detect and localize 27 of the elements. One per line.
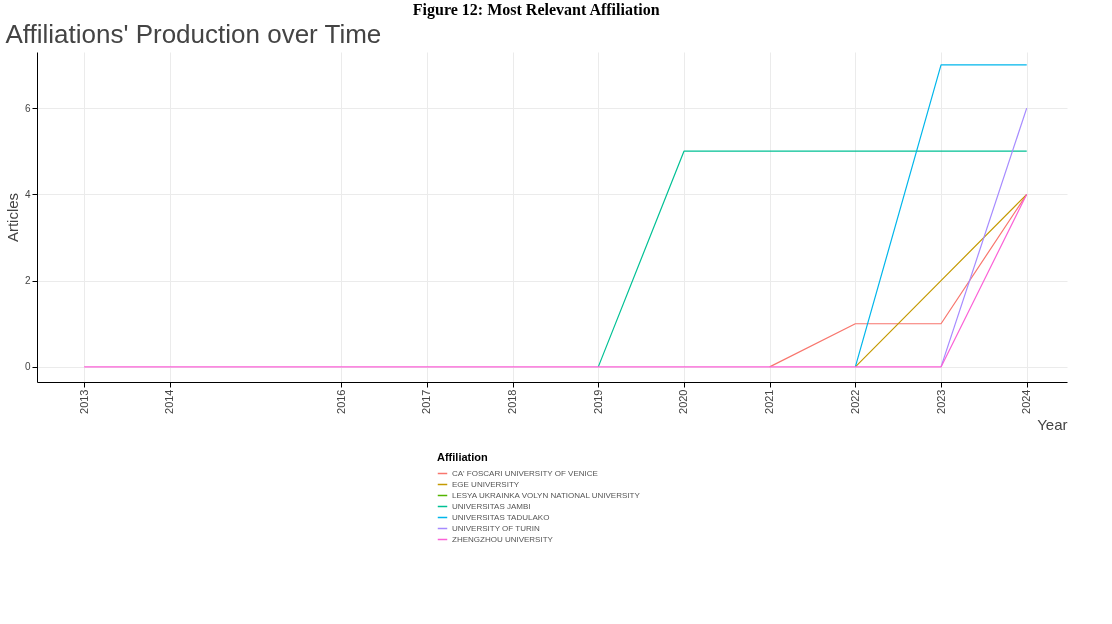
- y-tick-label: 2: [24, 275, 31, 287]
- x-axis-title: Year: [1037, 415, 1068, 433]
- legend-label: CA' FOSCARI UNIVERSITY OF VENICE: [452, 468, 598, 478]
- y-axis-title: Articles: [3, 192, 21, 243]
- x-tick-label: 2019: [591, 389, 604, 414]
- legend-label: UNIVERSITAS JAMBI: [452, 501, 531, 511]
- x-tick-label: 2024: [1020, 389, 1033, 414]
- x-tick-label: 2020: [677, 389, 690, 414]
- chart-title: Figure 12: Most Relevant Affiliation: [412, 1, 660, 19]
- chart-subtitle: Affiliations' Production over Time: [5, 19, 382, 49]
- legend-label: ZHENGZHOU UNIVERSITY: [452, 534, 554, 544]
- x-tick-label: 2016: [334, 389, 347, 414]
- legend-label: UNIVERSITAS TADULAKO: [452, 512, 550, 522]
- x-tick-label: 2017: [420, 389, 433, 414]
- x-tick-label: 2021: [763, 389, 776, 414]
- x-tick-label: 2023: [934, 389, 947, 414]
- x-tick-label: 2013: [77, 389, 90, 414]
- x-tick-label: 2014: [163, 389, 176, 414]
- y-tick-label: 0: [24, 361, 31, 373]
- x-tick-label: 2018: [506, 389, 519, 414]
- x-tick-label: 2022: [848, 389, 861, 414]
- y-tick-label: 6: [24, 102, 31, 114]
- legend-title: Affiliation: [437, 451, 488, 463]
- legend-label: EGE UNIVERSITY: [452, 479, 520, 489]
- legend-label: LESYA UKRAINKA VOLYN NATIONAL UNIVERSITY: [452, 490, 641, 500]
- legend-label: UNIVERSITY OF TURIN: [452, 523, 540, 533]
- y-tick-label: 4: [24, 188, 31, 200]
